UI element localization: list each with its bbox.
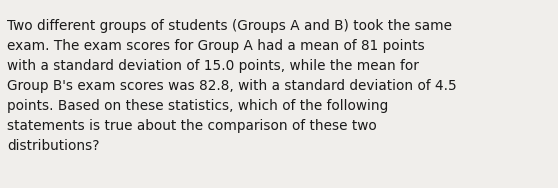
Text: Two different groups of students (Groups A and B) took the same
exam. The exam s: Two different groups of students (Groups… — [7, 19, 457, 153]
